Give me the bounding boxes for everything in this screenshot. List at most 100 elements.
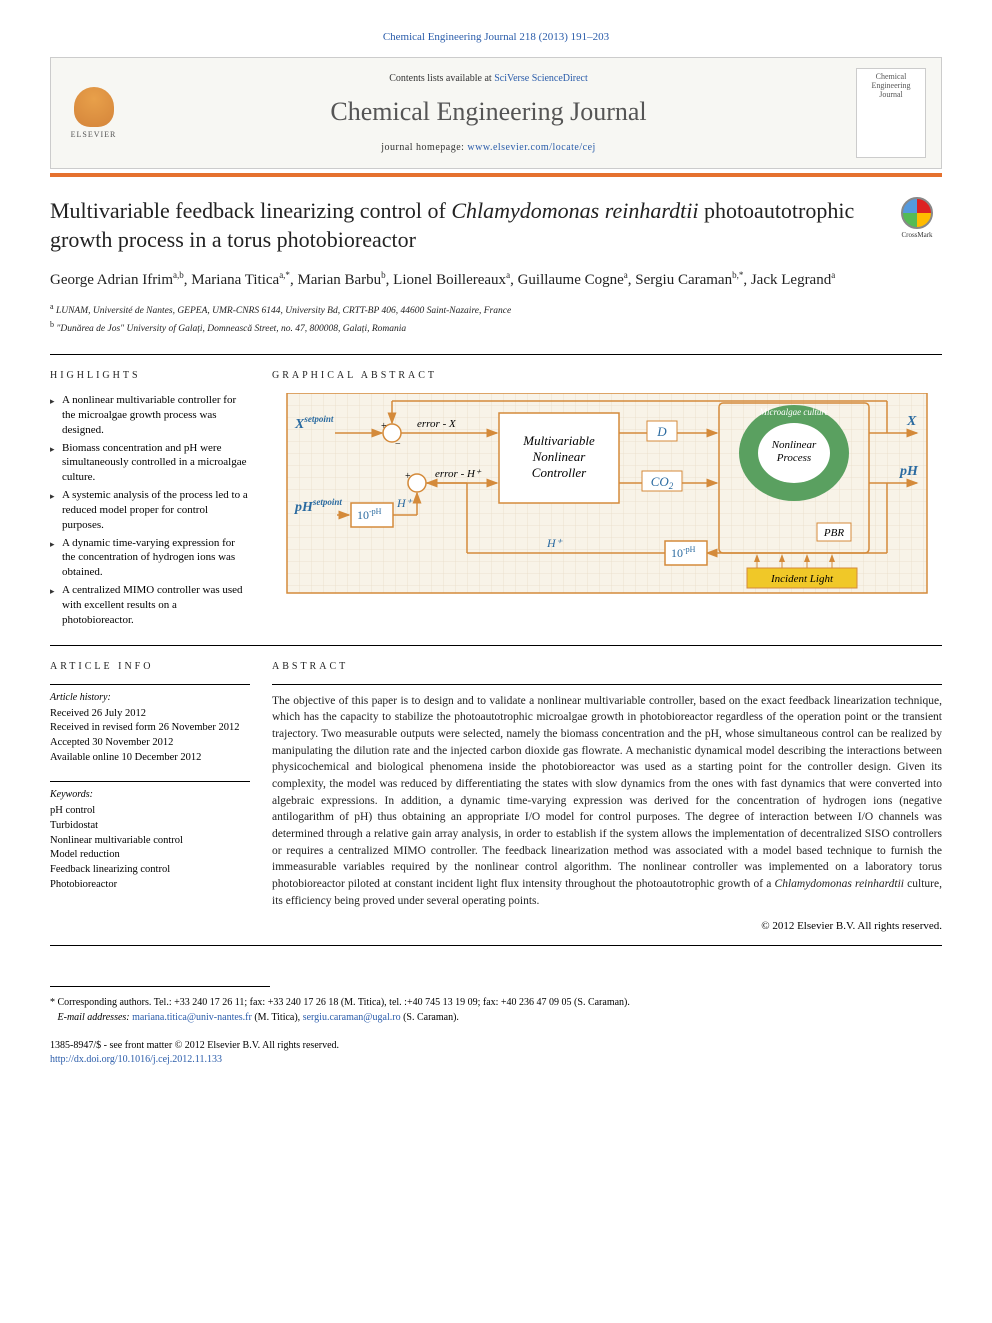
homepage-link[interactable]: www.elsevier.com/locate/cej [467, 142, 595, 153]
crossmark-icon [901, 197, 933, 229]
ga-controller: MultivariableNonlinearController [522, 433, 595, 480]
crossmark-badge[interactable]: CrossMark [892, 197, 942, 247]
doi-link[interactable]: http://dx.doi.org/10.1016/j.cej.2012.11.… [50, 1054, 222, 1065]
info-rule [50, 684, 250, 685]
email-name-2: (S. Caraman). [401, 1012, 459, 1023]
header-center: Contents lists available at SciVerse Sci… [136, 72, 841, 154]
highlight-item: A centralized MIMO controller was used w… [50, 583, 250, 628]
history-item: Received 26 July 2012 [50, 707, 250, 722]
ga-pbr-label: PBR [823, 527, 844, 539]
highlights-col: HIGHLIGHTS A nonlinear multivariable con… [50, 369, 250, 631]
homepage-line: journal homepage: www.elsevier.com/locat… [136, 141, 841, 155]
copyright: © 2012 Elsevier B.V. All rights reserved… [272, 919, 942, 934]
cover-line3: Journal [879, 91, 903, 100]
title-part1: Multivariable feedback linearizing contr… [50, 198, 451, 223]
abstract-main: The objective of this paper is to design… [272, 695, 942, 890]
keyword-item: pH control [50, 804, 250, 819]
top-citation: Chemical Engineering Journal 218 (2013) … [50, 30, 942, 45]
ga-process: NonlinearProcess [771, 439, 817, 464]
history-item: Accepted 30 November 2012 [50, 736, 250, 751]
graphical-label: GRAPHICAL ABSTRACT [272, 369, 942, 383]
highlight-item: Biomass concentration and pH were simult… [50, 441, 250, 486]
abstract-rule [272, 684, 942, 685]
history-item: Received in revised form 26 November 201… [50, 721, 250, 736]
sciencedirect-link[interactable]: SciVerse ScienceDirect [494, 73, 588, 84]
abstract-italic: Chlamydomonas reinhardtii [775, 878, 904, 890]
keyword-item: Nonlinear multivariable control [50, 834, 250, 849]
graphical-abstract: Xsetpoint + − pHsetpoint 10-pH H⁺ + [272, 393, 942, 623]
keyword-item: Turbidostat [50, 819, 250, 834]
ga-d: D [656, 424, 667, 439]
highlights-list: A nonlinear multivariable controller for… [50, 393, 250, 628]
highlight-item: A nonlinear multivariable controller for… [50, 393, 250, 438]
author: Jack Legranda [751, 272, 835, 288]
journal-name: Chemical Engineering Journal [136, 94, 841, 130]
journal-header: ELSEVIER Contents lists available at Sci… [50, 57, 942, 169]
email-name-1: (M. Titica), [252, 1012, 303, 1023]
affiliation: b "Dunărea de Jos" University of Galați,… [50, 319, 942, 336]
history-label: Article history: [50, 691, 250, 705]
abstract-col: ABSTRACT The objective of this paper is … [272, 660, 942, 935]
elsevier-logo: ELSEVIER [66, 83, 121, 143]
title-row: Multivariable feedback linearizing contr… [50, 197, 942, 254]
highlights-label: HIGHLIGHTS [50, 369, 250, 383]
article-title: Multivariable feedback linearizing contr… [50, 197, 880, 254]
elsevier-tree-icon [74, 87, 114, 127]
homepage-prefix: journal homepage: [381, 142, 467, 153]
ga-light-label: Incident Light [770, 573, 834, 585]
ga-out-x: X [906, 414, 917, 429]
rule-bottom [50, 945, 942, 946]
ga-out-ph: pH [899, 464, 919, 479]
keywords-label: Keywords: [50, 788, 250, 802]
ga-error-x: error - X [417, 418, 457, 430]
corr-star: * [50, 997, 55, 1008]
abstract-row: ARTICLE INFO Article history: Received 2… [50, 660, 942, 935]
affiliation: a LUNAM, Université de Nantes, GEPEA, UM… [50, 301, 942, 318]
ga-hplus-in: H⁺ [396, 496, 414, 510]
rule-top [50, 354, 942, 355]
article-info-col: ARTICLE INFO Article history: Received 2… [50, 660, 250, 935]
authors-line: George Adrian Ifrima,b, Mariana Titicaa,… [50, 269, 942, 292]
keyword-item: Feedback linearizing control [50, 863, 250, 878]
author: Guillaume Cognea [518, 272, 628, 288]
email-link-1[interactable]: mariana.titica@univ-nantes.fr [132, 1012, 252, 1023]
author: Marian Barbub [297, 272, 385, 288]
svg-text:−: − [395, 439, 401, 450]
author: Lionel Boillereauxa [393, 272, 510, 288]
footnote-rule [50, 986, 270, 987]
highlight-item: A systemic analysis of the process led t… [50, 488, 250, 533]
email-link-2[interactable]: sergiu.caraman@ugal.ro [303, 1012, 401, 1023]
elsevier-label: ELSEVIER [71, 129, 117, 140]
highlights-row: HIGHLIGHTS A nonlinear multivariable con… [50, 369, 942, 631]
ga-culture-label: Microalgae culture [758, 407, 828, 417]
keyword-item: Model reduction [50, 848, 250, 863]
affiliations: a LUNAM, Université de Nantes, GEPEA, UM… [50, 301, 942, 336]
highlight-item: A dynamic time-varying expression for th… [50, 536, 250, 581]
journal-cover: Chemical Engineering Journal [856, 68, 926, 158]
footer-info: 1385-8947/$ - see front matter © 2012 El… [50, 1039, 942, 1067]
svg-text:−: − [427, 479, 433, 490]
contents-prefix: Contents lists available at [389, 73, 494, 84]
keywords-rule [50, 781, 250, 782]
title-italic: Chlamydomonas reinhardtii [451, 198, 698, 223]
graphical-col: GRAPHICAL ABSTRACT Xsetpoint [272, 369, 942, 631]
issn-line: 1385-8947/$ - see front matter © 2012 El… [50, 1039, 942, 1053]
crossmark-label: CrossMark [901, 231, 932, 241]
svg-text:+: + [405, 471, 411, 482]
article-info-label: ARTICLE INFO [50, 660, 250, 674]
ga-out-h: H⁺ [546, 536, 564, 550]
history-item: Available online 10 December 2012 [50, 751, 250, 766]
contents-line: Contents lists available at SciVerse Sci… [136, 72, 841, 86]
keyword-item: Photobioreactor [50, 878, 250, 893]
author: George Adrian Ifrima,b [50, 272, 184, 288]
email-label: E-mail addresses: [58, 1012, 130, 1023]
article-history: Article history: Received 26 July 2012Re… [50, 691, 250, 766]
ga-diagram: Xsetpoint + − pHsetpoint 10-pH H⁺ + [272, 393, 942, 623]
keywords-block: Keywords: pH controlTurbidostatNonlinear… [50, 788, 250, 892]
ga-error-h: error - H⁺ [435, 468, 482, 480]
svg-text:+: + [381, 421, 387, 432]
corresponding-authors: * Corresponding authors. Tel.: +33 240 1… [50, 995, 942, 1025]
orange-divider [50, 173, 942, 177]
author: Sergiu Caramanb,* [635, 272, 743, 288]
rule-mid [50, 645, 942, 646]
